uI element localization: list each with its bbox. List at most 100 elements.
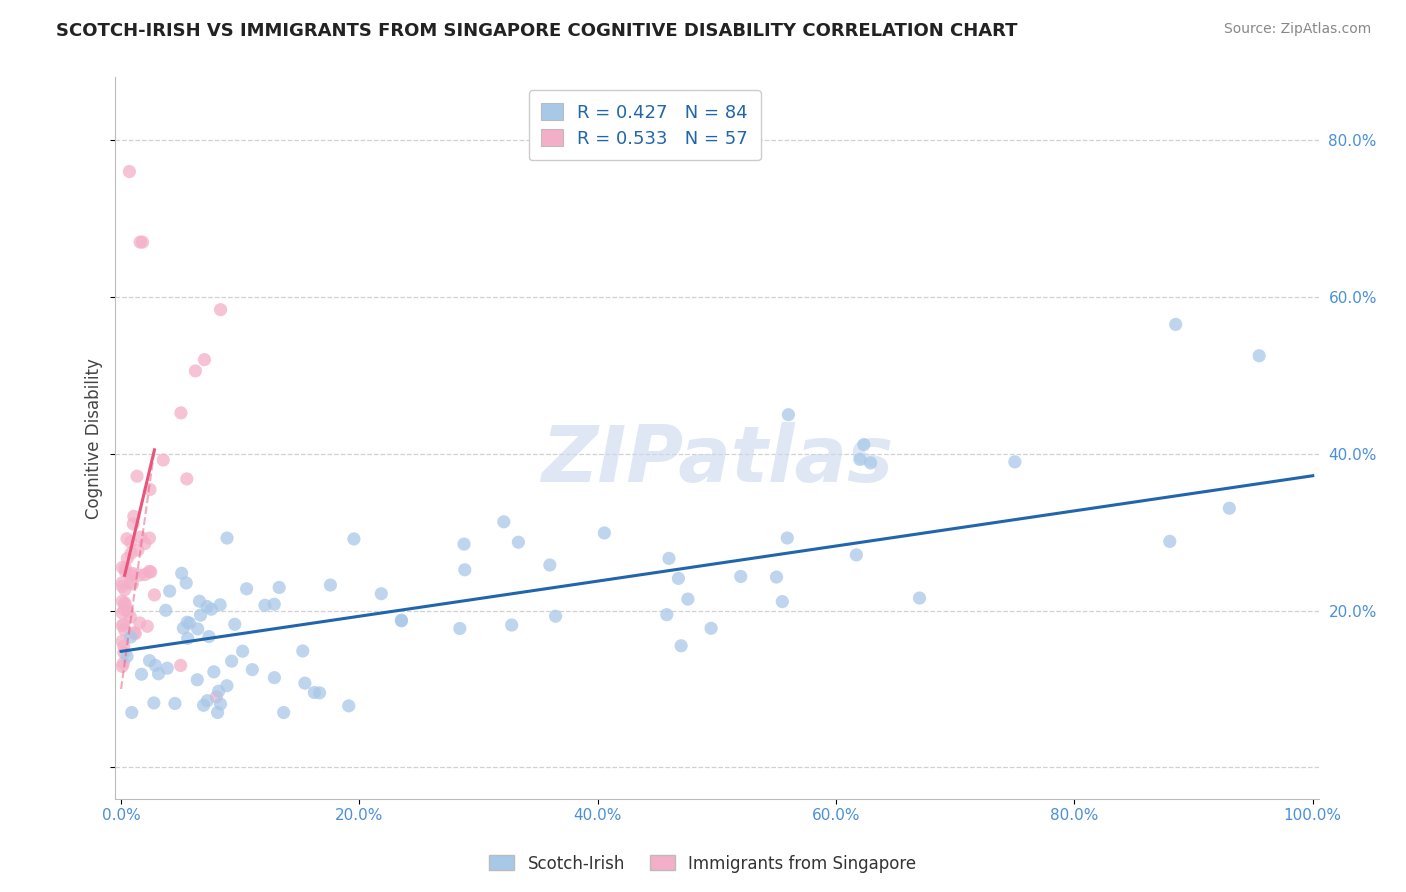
- Point: [454, 563, 477, 577]
- Point: [139, 483, 162, 497]
- Point: [148, 666, 170, 681]
- Text: SCOTCH-IRISH VS IMMIGRANTS FROM SINGAPORE COGNITIVE DISABILITY CORRELATION CHART: SCOTCH-IRISH VS IMMIGRANTS FROM SINGAPOR…: [56, 22, 1018, 40]
- Y-axis label: Cognitive Disability: Cognitive Disability: [86, 358, 103, 518]
- Point: [122, 625, 145, 640]
- Point: [538, 558, 561, 572]
- Point: [114, 598, 136, 612]
- Point: [134, 536, 156, 550]
- Point: [765, 570, 787, 584]
- Point: [391, 614, 413, 628]
- Point: [112, 656, 135, 670]
- Point: [120, 574, 142, 589]
- Point: [142, 696, 165, 710]
- Point: [122, 509, 145, 524]
- Point: [128, 615, 150, 630]
- Point: [172, 621, 194, 635]
- Point: [111, 634, 134, 648]
- Point: [115, 532, 138, 546]
- Point: [209, 598, 232, 612]
- Point: [1249, 349, 1271, 363]
- Point: [176, 615, 198, 630]
- Point: [114, 582, 136, 597]
- Point: [134, 567, 156, 582]
- Point: [291, 644, 314, 658]
- Point: [174, 575, 197, 590]
- Point: [224, 617, 246, 632]
- Point: [186, 673, 208, 687]
- Point: [129, 235, 152, 249]
- Point: [389, 613, 412, 627]
- Point: [120, 630, 142, 644]
- Point: [120, 546, 142, 560]
- Point: [193, 698, 215, 713]
- Point: [200, 602, 222, 616]
- Point: [152, 453, 174, 467]
- Point: [669, 639, 692, 653]
- Point: [215, 531, 238, 545]
- Point: [156, 661, 179, 675]
- Point: [1164, 318, 1187, 332]
- Point: [668, 571, 690, 585]
- Point: [198, 630, 221, 644]
- Point: [492, 515, 515, 529]
- Point: [193, 352, 215, 367]
- Point: [118, 164, 141, 178]
- Point: [676, 592, 699, 607]
- Point: [294, 676, 316, 690]
- Point: [112, 617, 135, 632]
- Point: [111, 575, 134, 590]
- Point: [195, 693, 218, 707]
- Point: [111, 594, 134, 608]
- Point: [163, 697, 186, 711]
- Point: [658, 551, 681, 566]
- Point: [370, 587, 392, 601]
- Point: [170, 566, 193, 581]
- Point: [111, 659, 134, 673]
- Point: [122, 516, 145, 531]
- Point: [121, 706, 143, 720]
- Point: [208, 684, 231, 698]
- Point: [139, 565, 162, 579]
- Point: [593, 525, 616, 540]
- Point: [263, 671, 285, 685]
- Point: [120, 610, 142, 624]
- Point: [852, 437, 875, 451]
- Point: [129, 530, 152, 544]
- Point: [449, 622, 471, 636]
- Point: [319, 578, 342, 592]
- Point: [232, 644, 254, 658]
- Point: [115, 649, 138, 664]
- Point: [112, 602, 135, 616]
- Point: [730, 569, 752, 583]
- Point: [111, 618, 134, 632]
- Point: [125, 469, 148, 483]
- Point: [117, 605, 139, 619]
- Point: [845, 548, 868, 562]
- Point: [337, 698, 360, 713]
- Point: [776, 531, 799, 545]
- Point: [138, 531, 160, 545]
- Point: [190, 608, 212, 623]
- Point: [1159, 534, 1181, 549]
- Point: [128, 568, 150, 582]
- Point: [136, 619, 159, 633]
- Point: [138, 654, 160, 668]
- Point: [112, 639, 135, 653]
- Point: [143, 588, 166, 602]
- Point: [209, 697, 232, 711]
- Point: [179, 616, 201, 631]
- Point: [253, 599, 276, 613]
- Point: [453, 537, 475, 551]
- Point: [114, 596, 136, 610]
- Point: [121, 577, 143, 591]
- Text: ZIPatlas: ZIPatlas: [541, 422, 893, 498]
- Point: [122, 566, 145, 581]
- Point: [859, 456, 882, 470]
- Point: [501, 618, 523, 632]
- Point: [655, 607, 678, 622]
- Point: [263, 597, 285, 611]
- Point: [1218, 501, 1240, 516]
- Legend: Scotch-Irish, Immigrants from Singapore: Scotch-Irish, Immigrants from Singapore: [482, 848, 924, 880]
- Point: [221, 654, 243, 668]
- Point: [127, 543, 149, 558]
